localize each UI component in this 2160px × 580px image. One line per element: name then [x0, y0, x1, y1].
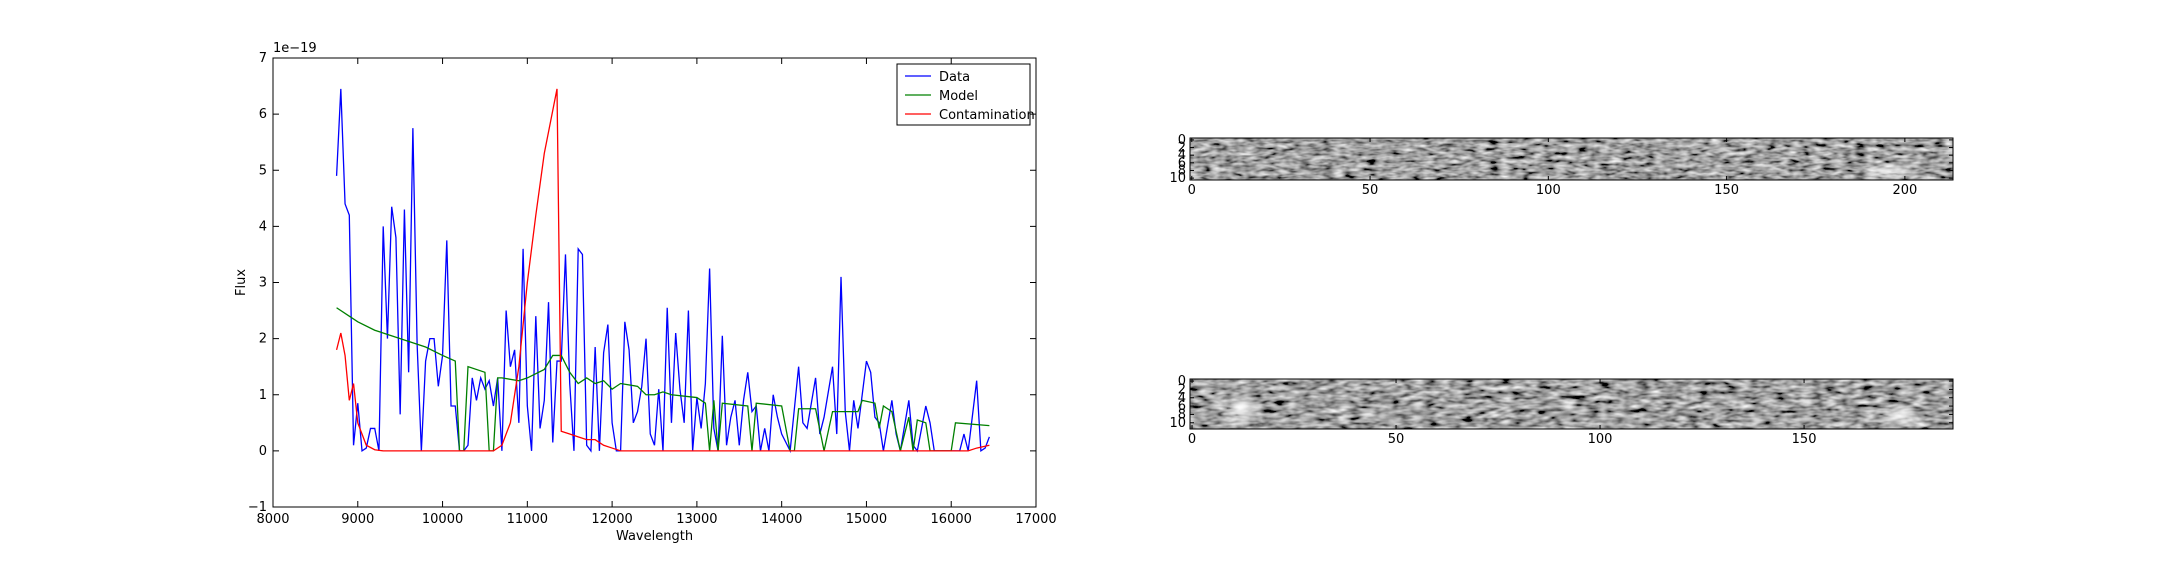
x-tick-label: 200: [1892, 183, 1917, 198]
x-tick-label: 13000: [676, 512, 717, 527]
x-tick-label: 15000: [846, 512, 887, 527]
y-tick-label: 4: [1178, 148, 1186, 163]
y-tick-label: 5: [259, 163, 267, 178]
y-tick-label: 8: [1178, 407, 1186, 422]
legend-label: Model: [939, 89, 978, 104]
x-tick-label: 0: [1188, 183, 1196, 198]
y-tick-label: 1: [259, 388, 267, 403]
image-frame: [1189, 378, 1954, 430]
x-tick-label: 14000: [761, 512, 802, 527]
image-blob: [1860, 162, 1920, 182]
x-tick-label: 50: [1388, 432, 1405, 447]
x-tick-label: 9000: [341, 512, 374, 527]
image-blob: [1706, 144, 1734, 156]
y-offset-label: 1e−19: [273, 41, 317, 56]
x-tick-label: 8000: [256, 512, 289, 527]
y-tick-label: 6: [259, 107, 267, 122]
x-tick-label: 0: [1188, 432, 1196, 447]
y-tick-label: 0: [1178, 133, 1186, 148]
image-panel: [1190, 379, 1953, 429]
x-tick-label: 100: [1588, 432, 1613, 447]
y-tick-label: 6: [1178, 399, 1186, 414]
y-axis-label: Flux: [234, 269, 249, 296]
image-pixels: [1190, 138, 1953, 180]
x-tick-label: 50: [1362, 183, 1379, 198]
x-tick-label: 11000: [507, 512, 548, 527]
x-tick-label: 10000: [422, 512, 463, 527]
x-tick-label: 17000: [1015, 512, 1056, 527]
x-tick-label: 150: [1792, 432, 1817, 447]
x-tick-label: 16000: [931, 512, 972, 527]
image-pixels: [1190, 379, 1953, 429]
x-tick-label: 100: [1536, 183, 1561, 198]
x-tick-label: 150: [1714, 183, 1739, 198]
y-tick-label: 10: [1169, 171, 1186, 186]
y-tick-label: 2: [1178, 382, 1186, 397]
y-tick-label: 6: [1178, 156, 1186, 171]
y-tick-label: 10: [1169, 416, 1186, 431]
legend: Data Model Contamination: [896, 63, 1035, 126]
y-tick-label: 2: [1178, 141, 1186, 156]
y-tick-label: 8: [1178, 163, 1186, 178]
image-blob: [1218, 391, 1262, 427]
data-line: [336, 307, 990, 452]
y-tick-label: 0: [259, 444, 267, 459]
legend-frame: [896, 63, 1031, 126]
y-tick-label: 2: [259, 332, 267, 347]
x-axis-label: Wavelength: [616, 529, 693, 544]
image-frame: [1189, 137, 1954, 181]
legend-label: Contamination: [939, 108, 1035, 123]
y-tick-label: 0: [1178, 374, 1186, 389]
y-tick-label: −1: [248, 500, 267, 515]
data-line: [335, 88, 990, 452]
y-tick-label: 3: [259, 276, 267, 291]
y-tick-label: 7: [259, 51, 267, 66]
legend-label: Data: [939, 70, 970, 85]
x-tick-label: 12000: [591, 512, 632, 527]
y-tick-label: 4: [1178, 391, 1186, 406]
image-blob: [1874, 404, 1926, 428]
image-panel: [1190, 138, 1953, 182]
y-tick-label: 4: [259, 219, 267, 234]
data-line: [335, 88, 990, 454]
